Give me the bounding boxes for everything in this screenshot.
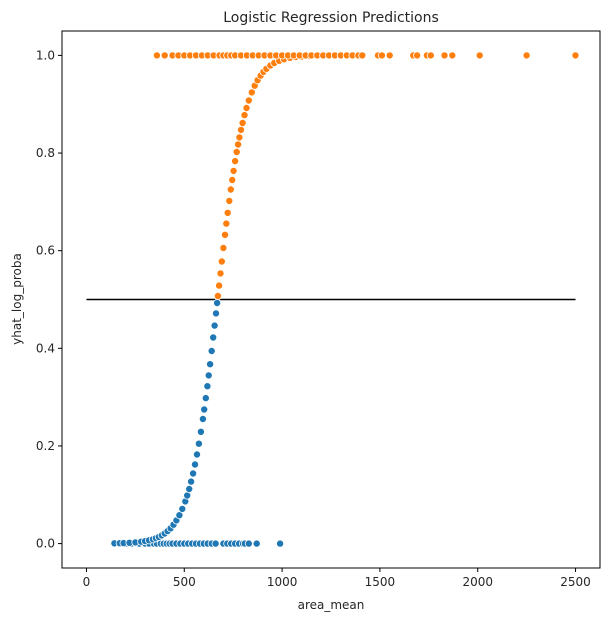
data-point [223, 208, 232, 217]
x-tick-label: 500 [173, 575, 196, 589]
data-point [222, 219, 231, 228]
x-axis: 0 500 1000 1500 2000 2500 [83, 568, 591, 589]
data-point [229, 166, 238, 175]
data-point [217, 257, 226, 266]
data-point [235, 133, 244, 142]
data-point [238, 119, 247, 128]
data-point [276, 539, 285, 548]
chart-title: Logistic Regression Predictions [223, 10, 439, 26]
data-point [358, 51, 367, 60]
data-point [190, 460, 199, 469]
y-tick-label: 0.0 [36, 537, 55, 551]
data-point [189, 469, 198, 478]
y-tick-label: 0.6 [36, 244, 55, 258]
axes-frame [61, 30, 601, 569]
x-tick-label: 0 [83, 575, 91, 589]
data-point [160, 51, 169, 60]
data-point [219, 243, 228, 252]
data-point [215, 281, 224, 290]
data-point [226, 185, 235, 194]
data-point [242, 104, 251, 113]
data-point [225, 196, 234, 205]
data-point [198, 414, 207, 423]
data-point [187, 477, 196, 486]
data-point [240, 111, 249, 120]
data-point [231, 157, 240, 166]
x-tick-label: 1000 [267, 575, 298, 589]
data-point [244, 539, 253, 548]
data-point [152, 51, 161, 60]
data-point [203, 382, 212, 391]
y-tick-label: 1.0 [36, 48, 55, 62]
data-point [194, 439, 203, 448]
y-tick-label: 0.4 [36, 341, 55, 355]
data-point [228, 175, 237, 184]
data-point [236, 125, 245, 134]
data-point [220, 230, 229, 239]
data-point [426, 51, 435, 60]
data-point [196, 427, 205, 436]
data-point [183, 491, 192, 500]
data-point [385, 51, 394, 60]
data-point [211, 309, 220, 318]
plot-area [86, 51, 580, 548]
data-point [178, 504, 187, 513]
data-point [206, 360, 215, 369]
y-tick-label: 0.2 [36, 439, 55, 453]
data-point [200, 405, 209, 414]
data-point [247, 88, 256, 97]
x-tick-label: 2500 [560, 575, 591, 589]
data-point [448, 51, 457, 60]
data-point [204, 371, 213, 380]
data-point [571, 51, 580, 60]
data-point [213, 291, 222, 300]
data-point [252, 539, 261, 548]
data-point [475, 51, 484, 60]
data-point [232, 147, 241, 156]
data-point [216, 269, 225, 278]
x-tick-label: 1500 [365, 575, 396, 589]
data-point [209, 333, 218, 342]
data-point [234, 140, 243, 149]
data-point [211, 539, 220, 548]
x-axis-label: area_mean [298, 598, 365, 612]
data-point [377, 51, 386, 60]
data-point [440, 51, 449, 60]
data-point [192, 450, 201, 459]
data-point [210, 321, 219, 330]
data-point [201, 394, 210, 403]
data-point [213, 298, 222, 307]
y-axis-label: yhat_log_proba [10, 253, 24, 345]
y-tick-label: 0.8 [36, 146, 55, 160]
y-axis: 0.0 0.2 0.4 0.6 0.8 1.0 [36, 48, 62, 551]
data-point [244, 96, 253, 105]
data-point [207, 346, 216, 355]
data-point [413, 51, 422, 60]
data-point [522, 51, 531, 60]
data-point [185, 484, 194, 493]
x-tick-label: 2000 [462, 575, 493, 589]
